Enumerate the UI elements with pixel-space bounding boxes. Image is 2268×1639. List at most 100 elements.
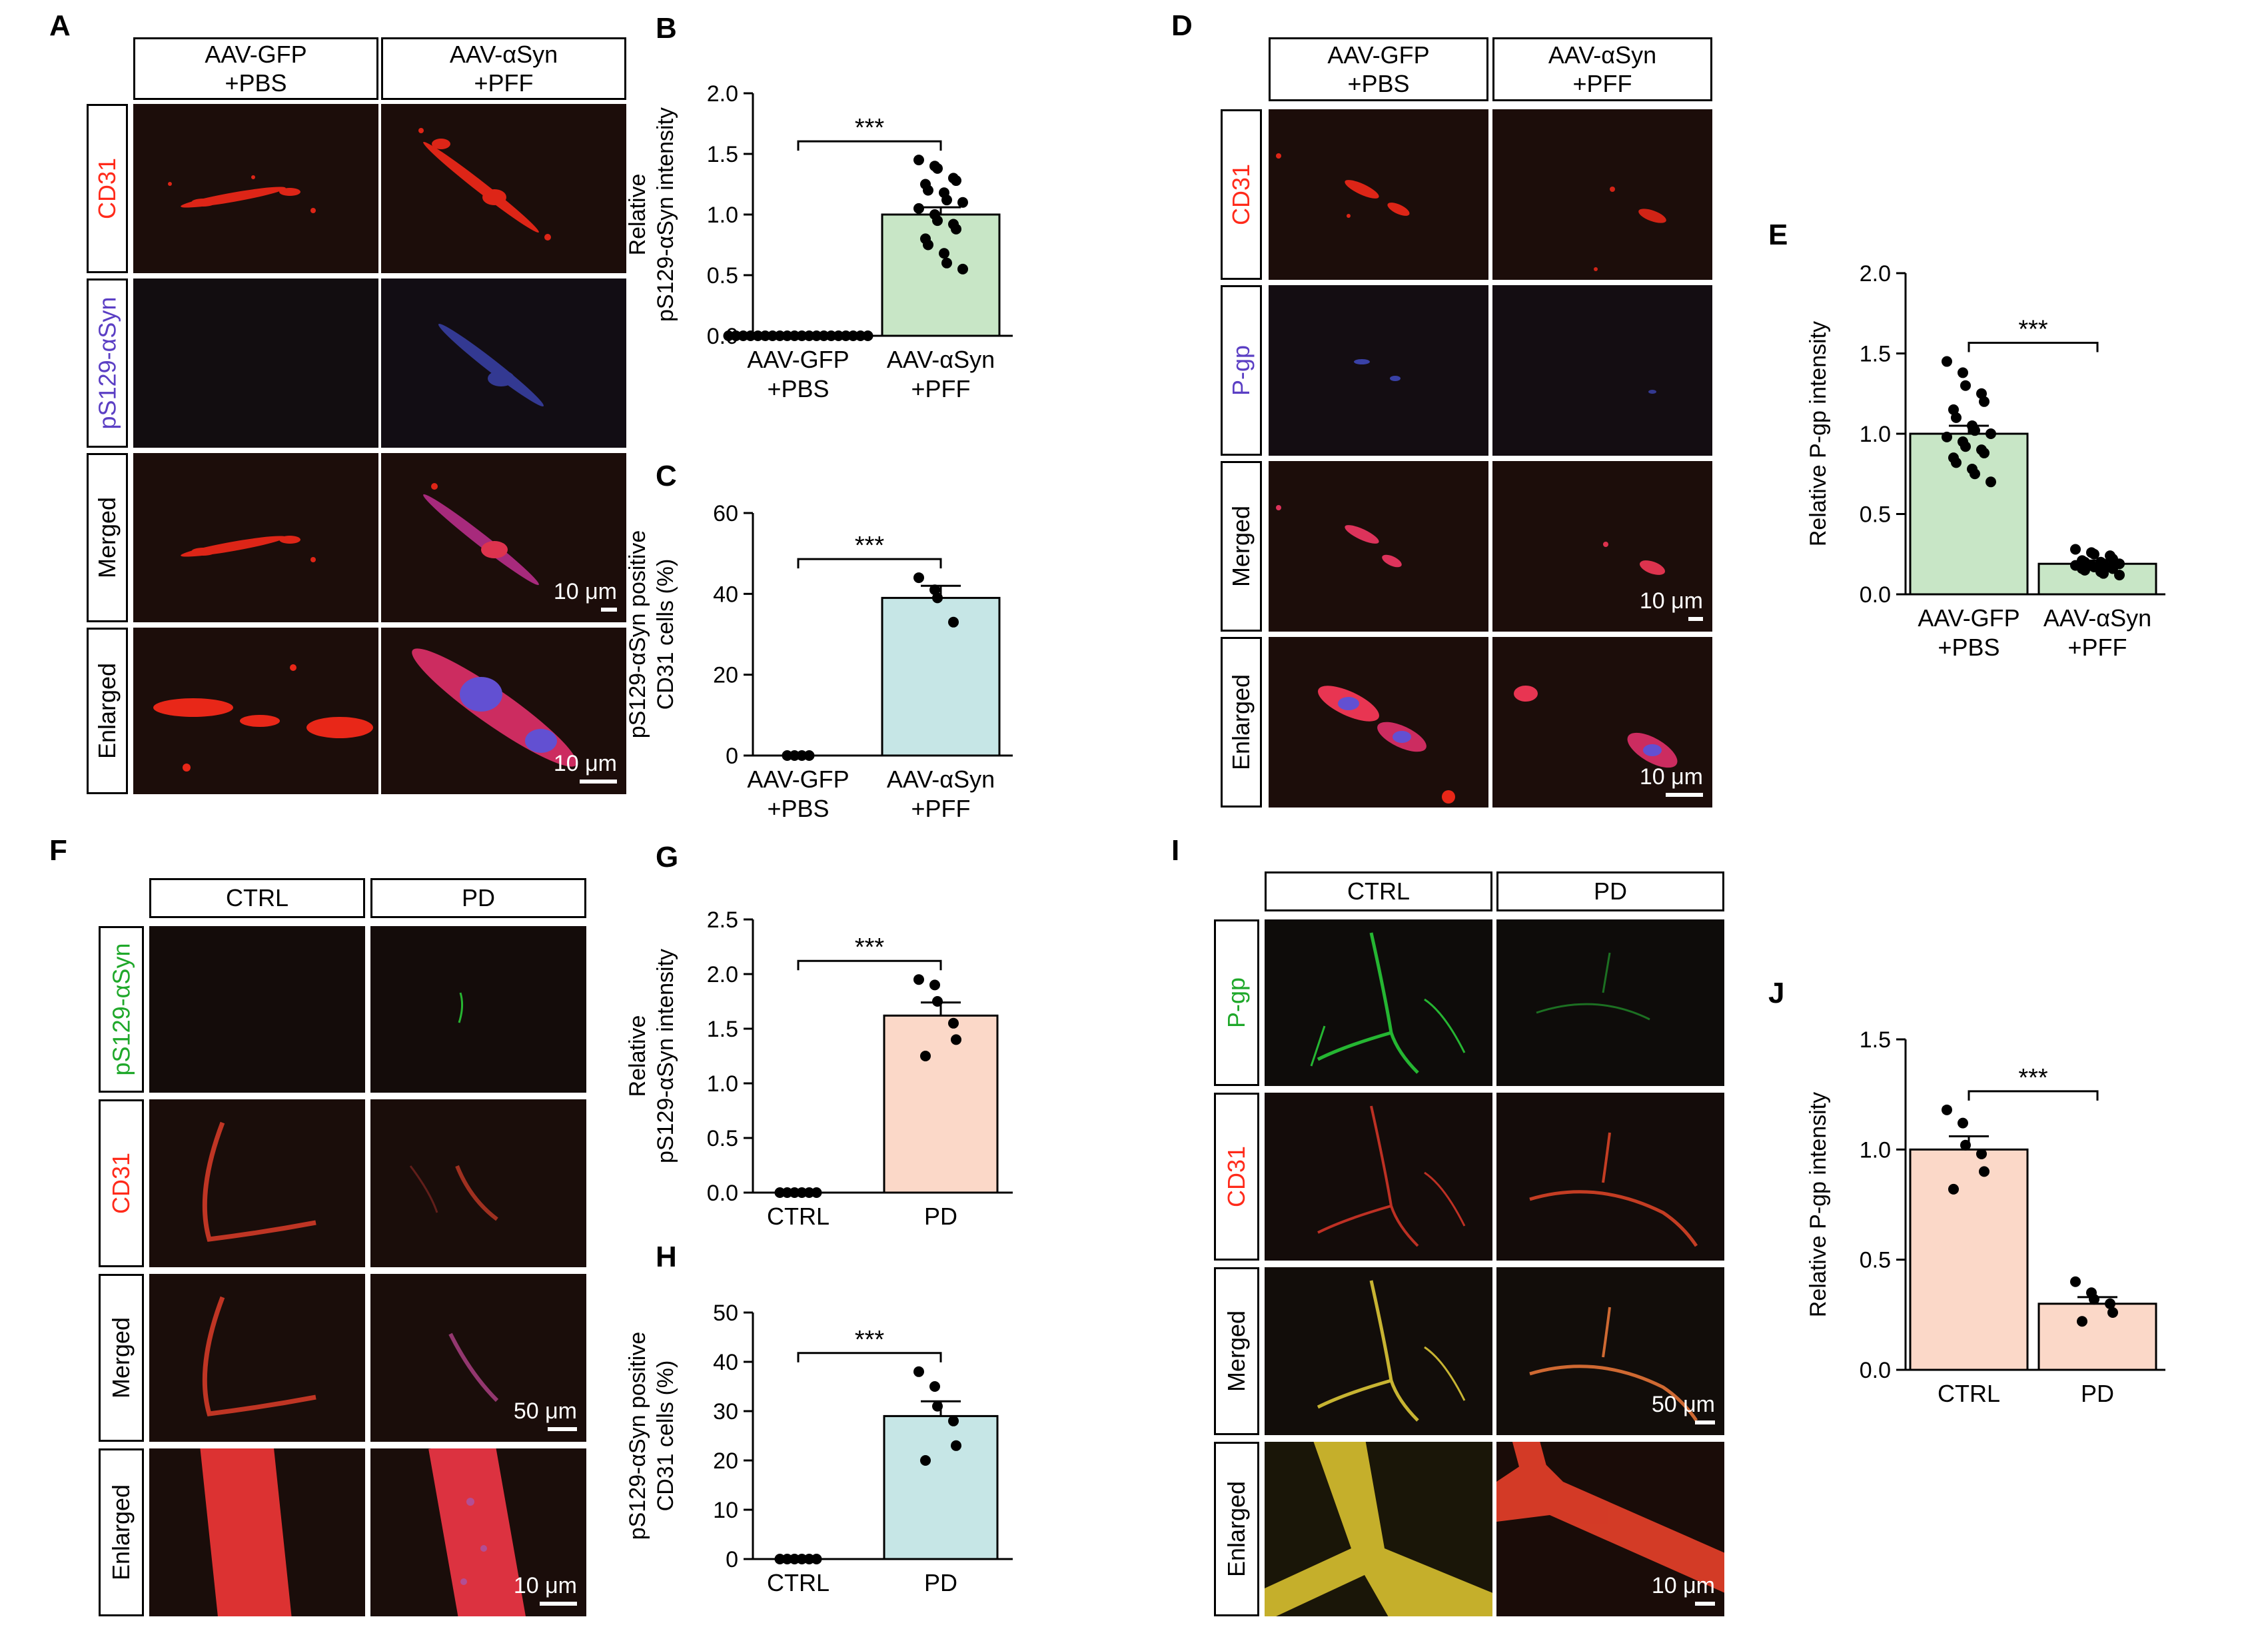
significance-label: *** [855,1326,885,1354]
data-point [1970,468,1980,480]
y-tick-label: 1.5 [707,1017,738,1042]
data-point [923,239,933,251]
panel-label-h: H [656,1241,677,1273]
data-point [932,215,943,227]
row-label-text: pS129-αSyn [93,296,121,430]
micrograph-d-cd31-gfp [1269,109,1488,280]
data-point [796,330,808,341]
scale-bar-label: 10 μm [513,1573,577,1598]
row-label-text: Enlarged [1227,674,1255,771]
data-point [2098,568,2109,579]
row-label-cd31: CD31 [87,104,128,273]
data-point [913,155,924,166]
micrograph-a-cd31-asyn [381,104,626,273]
row-label-enlarged: Enlarged [1221,637,1262,808]
row-label-merged: Merged [99,1274,144,1442]
data-point [782,750,793,761]
y-tick-label: 20 [713,1448,738,1474]
data-point [760,330,771,341]
data-point [723,330,734,341]
data-point [1985,428,1996,439]
data-point [920,1455,931,1466]
data-point [752,330,764,341]
data-point [957,197,968,208]
x-tick-label: +PBS [767,795,829,822]
scale-bar-label: 10 μm [1651,1573,1715,1598]
data-point [957,263,968,274]
micrograph-d-merged-asyn: 10 μm [1492,461,1712,632]
row-label-cd31: CD31 [99,1099,144,1267]
data-point [2070,544,2081,555]
y-axis-label: pS129-αSyn positive [625,530,650,739]
data-point [2077,1316,2087,1327]
data-point [941,195,952,206]
data-point [951,1034,961,1045]
data-point [929,584,940,596]
row-label-ps129: pS129-αSyn [99,926,144,1093]
data-point [848,330,859,341]
row-label-cd31: CD31 [1214,1093,1259,1261]
y-tick-label: 0 [726,1547,738,1572]
row-label-merged: Merged [1221,461,1262,632]
bar-chart-j: 0.0 0.5 1.0 1.5 Relative P-gp intensity CTRL P… [1806,1027,2165,1407]
significance-bracket [797,1352,942,1363]
significance-bracket [797,558,942,569]
x-tick-label: CTRL [1938,1380,2000,1407]
y-tick-label: 60 [713,501,738,526]
micrograph-f-ps129-ctrl [149,926,365,1093]
significance-bracket [797,959,942,971]
row-label-text: P-gp [1223,977,1251,1029]
data-point [951,223,961,235]
row-label-text: pS129-αSyn [107,943,135,1076]
micrograph-i-merged-ctrl [1265,1267,1492,1435]
data-point [2107,1307,2118,1319]
data-point [948,616,959,628]
x-tick-label: PD [2081,1380,2114,1407]
data-point [1970,425,1980,436]
x-tick-label: PD [924,1569,957,1596]
bar [883,1414,999,1560]
row-label-pgp: P-gp [1221,285,1262,456]
micrograph-a-ps129-asyn [381,278,626,448]
scale-bar-label: 50 μm [1651,1392,1715,1417]
significance-bracket [797,140,942,151]
column-header-ctrl: CTRL [1265,871,1492,911]
y-tick-label: 10 [713,1498,738,1523]
significance-label: *** [855,114,885,142]
y-axis-label: pS129-αSyn positive [625,1332,650,1540]
y-tick-label: 20 [713,663,738,688]
micrograph-d-cd31-asyn [1492,109,1712,280]
scale-bar-label: 50 μm [513,1398,577,1424]
data-point [730,330,742,341]
data-point [1976,388,1987,399]
column-header-pd: PD [1496,871,1724,911]
y-tick-label: 1.5 [1860,1027,1891,1053]
data-point [811,1187,822,1198]
micrograph-d-enlarged-asyn: 10 μm [1492,637,1712,808]
data-point [1979,1166,1989,1177]
micrograph-a-ps129-gfp [133,278,378,448]
row-label-text: Merged [93,496,121,579]
y-axis-label: pS129-αSyn intensity [653,949,678,1163]
bar [883,1014,999,1194]
bar-chart-e: 0.0 0.5 1.0 1.5 2.0 Relative P-gp intensity AA… [1806,261,2165,661]
scale-bar-label: 10 μm [553,579,617,604]
data-point [1951,412,1962,423]
panel-label-f: F [49,834,67,867]
bar [881,213,1001,337]
micrograph-d-pgp-gfp [1269,285,1488,456]
column-header-aav-gfp-pbs: AAV-GFP +PBS [133,37,378,100]
data-point [2079,564,2090,576]
data-point [1948,404,1959,415]
micrograph-a-enlarged-gfp [133,628,378,794]
data-point [2089,548,2099,560]
y-tick-label: 2.0 [707,962,738,987]
data-point [774,330,786,341]
x-tick-label: +PFF [2067,634,2127,661]
micrograph-i-enlarged-ctrl [1265,1442,1492,1616]
row-label-text: Enlarged [93,662,121,760]
y-axis-label: Relative [625,1015,650,1097]
row-label-pgp: P-gp [1214,919,1259,1086]
y-tick-label: 0.5 [707,1126,738,1151]
